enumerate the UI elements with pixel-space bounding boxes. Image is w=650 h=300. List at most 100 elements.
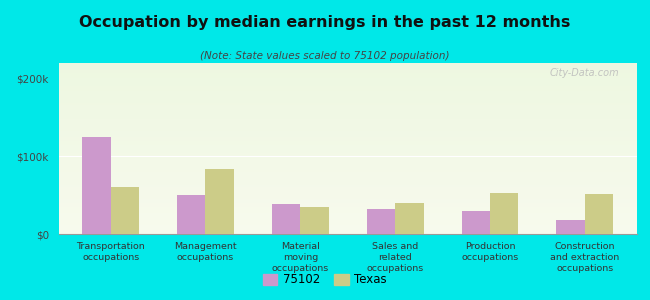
Bar	[272, 205, 300, 234]
Bar	[58, 120, 637, 121]
Bar	[58, 92, 637, 93]
Bar	[58, 94, 637, 95]
Bar	[58, 170, 637, 171]
Bar	[58, 200, 637, 201]
Bar	[58, 67, 637, 68]
Bar	[58, 73, 637, 74]
Bar	[58, 201, 637, 202]
Bar	[58, 132, 637, 133]
Bar	[58, 225, 637, 226]
Bar	[58, 156, 637, 157]
Bar	[58, 174, 637, 175]
Bar	[58, 79, 637, 80]
Bar	[58, 196, 637, 197]
Legend: 75102, Texas: 75102, Texas	[258, 269, 392, 291]
Bar	[58, 207, 637, 208]
Bar	[58, 71, 637, 72]
Bar	[58, 195, 637, 196]
Bar	[177, 195, 205, 234]
Bar	[58, 103, 637, 104]
Bar	[58, 202, 637, 203]
Bar	[58, 220, 637, 221]
Bar	[58, 107, 637, 108]
Bar	[58, 86, 637, 87]
Bar	[58, 123, 637, 124]
Bar	[58, 105, 637, 106]
Bar	[58, 148, 637, 149]
Bar	[58, 189, 637, 190]
Bar	[58, 223, 637, 224]
Bar	[58, 84, 637, 85]
Bar	[58, 149, 637, 150]
Bar	[58, 118, 637, 119]
Bar	[58, 130, 637, 131]
Bar	[58, 179, 637, 180]
Bar	[58, 142, 637, 143]
Bar	[58, 144, 637, 145]
Bar	[58, 89, 637, 90]
Bar	[58, 137, 637, 138]
Bar	[58, 135, 637, 136]
Bar	[58, 141, 637, 142]
Bar	[58, 206, 637, 207]
Bar	[58, 208, 637, 209]
Bar	[58, 139, 637, 140]
Bar	[58, 99, 637, 100]
Bar	[58, 106, 637, 107]
Bar	[58, 121, 637, 122]
Bar	[58, 124, 637, 125]
Bar	[58, 164, 637, 165]
Bar	[58, 158, 637, 159]
Bar	[58, 232, 637, 233]
Bar	[58, 138, 637, 139]
Bar	[556, 220, 585, 234]
Bar	[58, 184, 637, 185]
Bar	[58, 226, 637, 227]
Bar	[58, 65, 637, 66]
Bar	[111, 188, 139, 234]
Bar	[58, 127, 637, 128]
Bar	[58, 233, 637, 234]
Bar	[58, 221, 637, 222]
Bar	[58, 186, 637, 187]
Bar	[58, 166, 637, 167]
Bar	[58, 190, 637, 191]
Bar	[58, 75, 637, 76]
Bar	[58, 182, 637, 183]
Bar	[58, 212, 637, 213]
Bar	[58, 76, 637, 77]
Bar	[58, 134, 637, 135]
Bar	[58, 214, 637, 215]
Bar	[58, 231, 637, 232]
Bar	[58, 218, 637, 219]
Text: Occupation by median earnings in the past 12 months: Occupation by median earnings in the pas…	[79, 15, 571, 30]
Bar	[58, 199, 637, 200]
Bar	[58, 167, 637, 168]
Bar	[58, 165, 637, 166]
Bar	[58, 112, 637, 113]
Bar	[58, 101, 637, 102]
Bar	[58, 95, 637, 96]
Bar	[58, 109, 637, 110]
Bar	[58, 171, 637, 172]
Bar	[58, 125, 637, 126]
Bar	[58, 97, 637, 98]
Bar	[58, 175, 637, 176]
Bar	[58, 193, 637, 194]
Bar	[58, 117, 637, 118]
Bar	[58, 181, 637, 182]
Bar	[58, 110, 637, 111]
Bar	[58, 129, 637, 130]
Text: (Note: State values scaled to 75102 population): (Note: State values scaled to 75102 popu…	[200, 51, 450, 61]
Bar	[58, 191, 637, 192]
Bar	[58, 77, 637, 78]
Bar	[58, 85, 637, 86]
Bar	[58, 169, 637, 170]
Bar	[58, 83, 637, 84]
Bar	[58, 82, 637, 83]
Bar	[58, 219, 637, 220]
Bar	[58, 96, 637, 97]
Bar	[58, 66, 637, 67]
Bar	[58, 104, 637, 105]
Bar	[58, 140, 637, 141]
